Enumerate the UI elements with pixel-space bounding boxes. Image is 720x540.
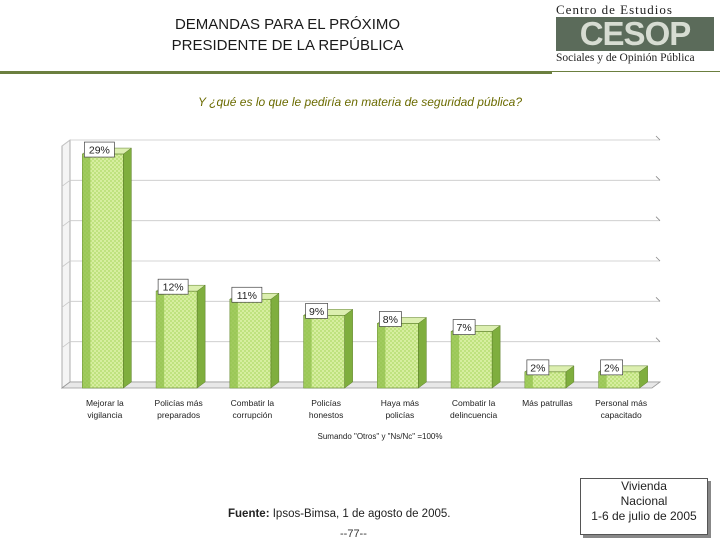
survey-info-box: Vivienda Nacional 1-6 de julio de 2005	[580, 478, 708, 535]
category-label: Personal más	[595, 398, 647, 408]
gridline	[61, 260, 660, 268]
bar-shade	[377, 323, 386, 388]
survey-line-1: Vivienda	[621, 479, 667, 493]
source-line: Fuente: Ipsos-Bimsa, 1 de agosto de 2005…	[228, 508, 450, 520]
bar-shade	[524, 371, 533, 388]
data-label: 2%	[530, 362, 545, 374]
data-label-box	[379, 311, 402, 327]
bar-side	[270, 292, 280, 389]
bar-shade	[303, 315, 312, 388]
data-label-box	[452, 319, 476, 335]
data-label-box	[157, 278, 189, 295]
category-label: preparados	[157, 410, 200, 420]
data-label: 8%	[383, 314, 398, 326]
bar-shade	[229, 299, 238, 388]
bar-side	[344, 308, 353, 389]
category-label: Mejorar la	[86, 398, 124, 408]
category-label: delincuencia	[450, 410, 498, 420]
page-number: --77--	[340, 528, 367, 540]
bar-side	[196, 284, 206, 389]
gridline	[61, 220, 660, 227]
data-label: 12%	[163, 282, 184, 294]
right-axis-tick	[655, 256, 661, 262]
category-label: Combatir la	[452, 398, 496, 408]
survey-line-3: 1-6 de julio de 2005	[591, 509, 697, 523]
category-label: policías	[385, 410, 414, 420]
category-label: vigilancia	[87, 410, 122, 420]
data-label-box	[231, 286, 263, 303]
data-label-box	[305, 303, 328, 319]
data-label-box	[600, 359, 623, 376]
gridline	[61, 300, 660, 308]
logo-mark: CESOP	[556, 17, 714, 51]
bar-shade	[82, 154, 91, 388]
category-label: Policías más	[155, 398, 203, 408]
right-axis-tick	[655, 337, 661, 342]
chart-question: Y ¿qué es lo que le pediría en materia d…	[198, 95, 522, 109]
gridline	[61, 341, 660, 348]
bar-shade	[598, 371, 607, 388]
right-axis-tick	[655, 216, 661, 221]
category-label: Combatir la	[231, 398, 275, 408]
data-label: 9%	[309, 306, 324, 318]
bar-side	[123, 147, 132, 389]
bar-shade	[156, 291, 165, 388]
bar-shade	[451, 331, 460, 388]
source-text: Ipsos-Bimsa, 1 de agosto de 2005.	[272, 508, 451, 520]
data-label: 7%	[457, 322, 472, 334]
right-axis-tick	[655, 176, 661, 181]
logo-top-text: Centro de Estudios	[556, 2, 673, 17]
cesop-logo: Centro de Estudios CESOP Sociales y de O…	[556, 2, 716, 68]
category-label: honestos	[309, 410, 344, 420]
source-label: Fuente:	[228, 508, 270, 520]
chart-note: Sumando "Otros" y "Ns/Nc" =100%	[317, 432, 443, 441]
title-line-1: DEMANDAS PARA EL PRÓXIMO	[174, 16, 401, 33]
title-line-2: PRESIDENTE DE LA REPÚBLICA	[171, 37, 404, 54]
right-axis-tick	[655, 135, 661, 141]
data-label-box	[84, 141, 115, 158]
data-label: 11%	[237, 290, 257, 302]
bar-side	[491, 325, 501, 389]
data-label-box	[526, 359, 550, 376]
right-axis-tick	[655, 297, 661, 302]
category-label: capacitado	[601, 410, 642, 420]
data-label: 2%	[604, 362, 619, 374]
page-title: DEMANDAS PARA EL PRÓXIMO PRESIDENTE DE L…	[120, 14, 455, 56]
data-label: 29%	[89, 145, 110, 157]
header-divider-thin	[552, 71, 720, 72]
category-label: Haya más	[381, 398, 419, 408]
logo-bottom-text: Sociales y de Opinión Pública	[556, 52, 695, 64]
category-label: corrupción	[233, 410, 273, 420]
survey-line-2: Nacional	[620, 494, 668, 508]
category-label: Más patrullas	[522, 398, 573, 408]
gridline	[61, 139, 660, 147]
header-divider	[0, 71, 552, 74]
bar-side	[418, 316, 427, 389]
category-label: Policías	[311, 398, 341, 408]
gridline	[61, 179, 660, 187]
